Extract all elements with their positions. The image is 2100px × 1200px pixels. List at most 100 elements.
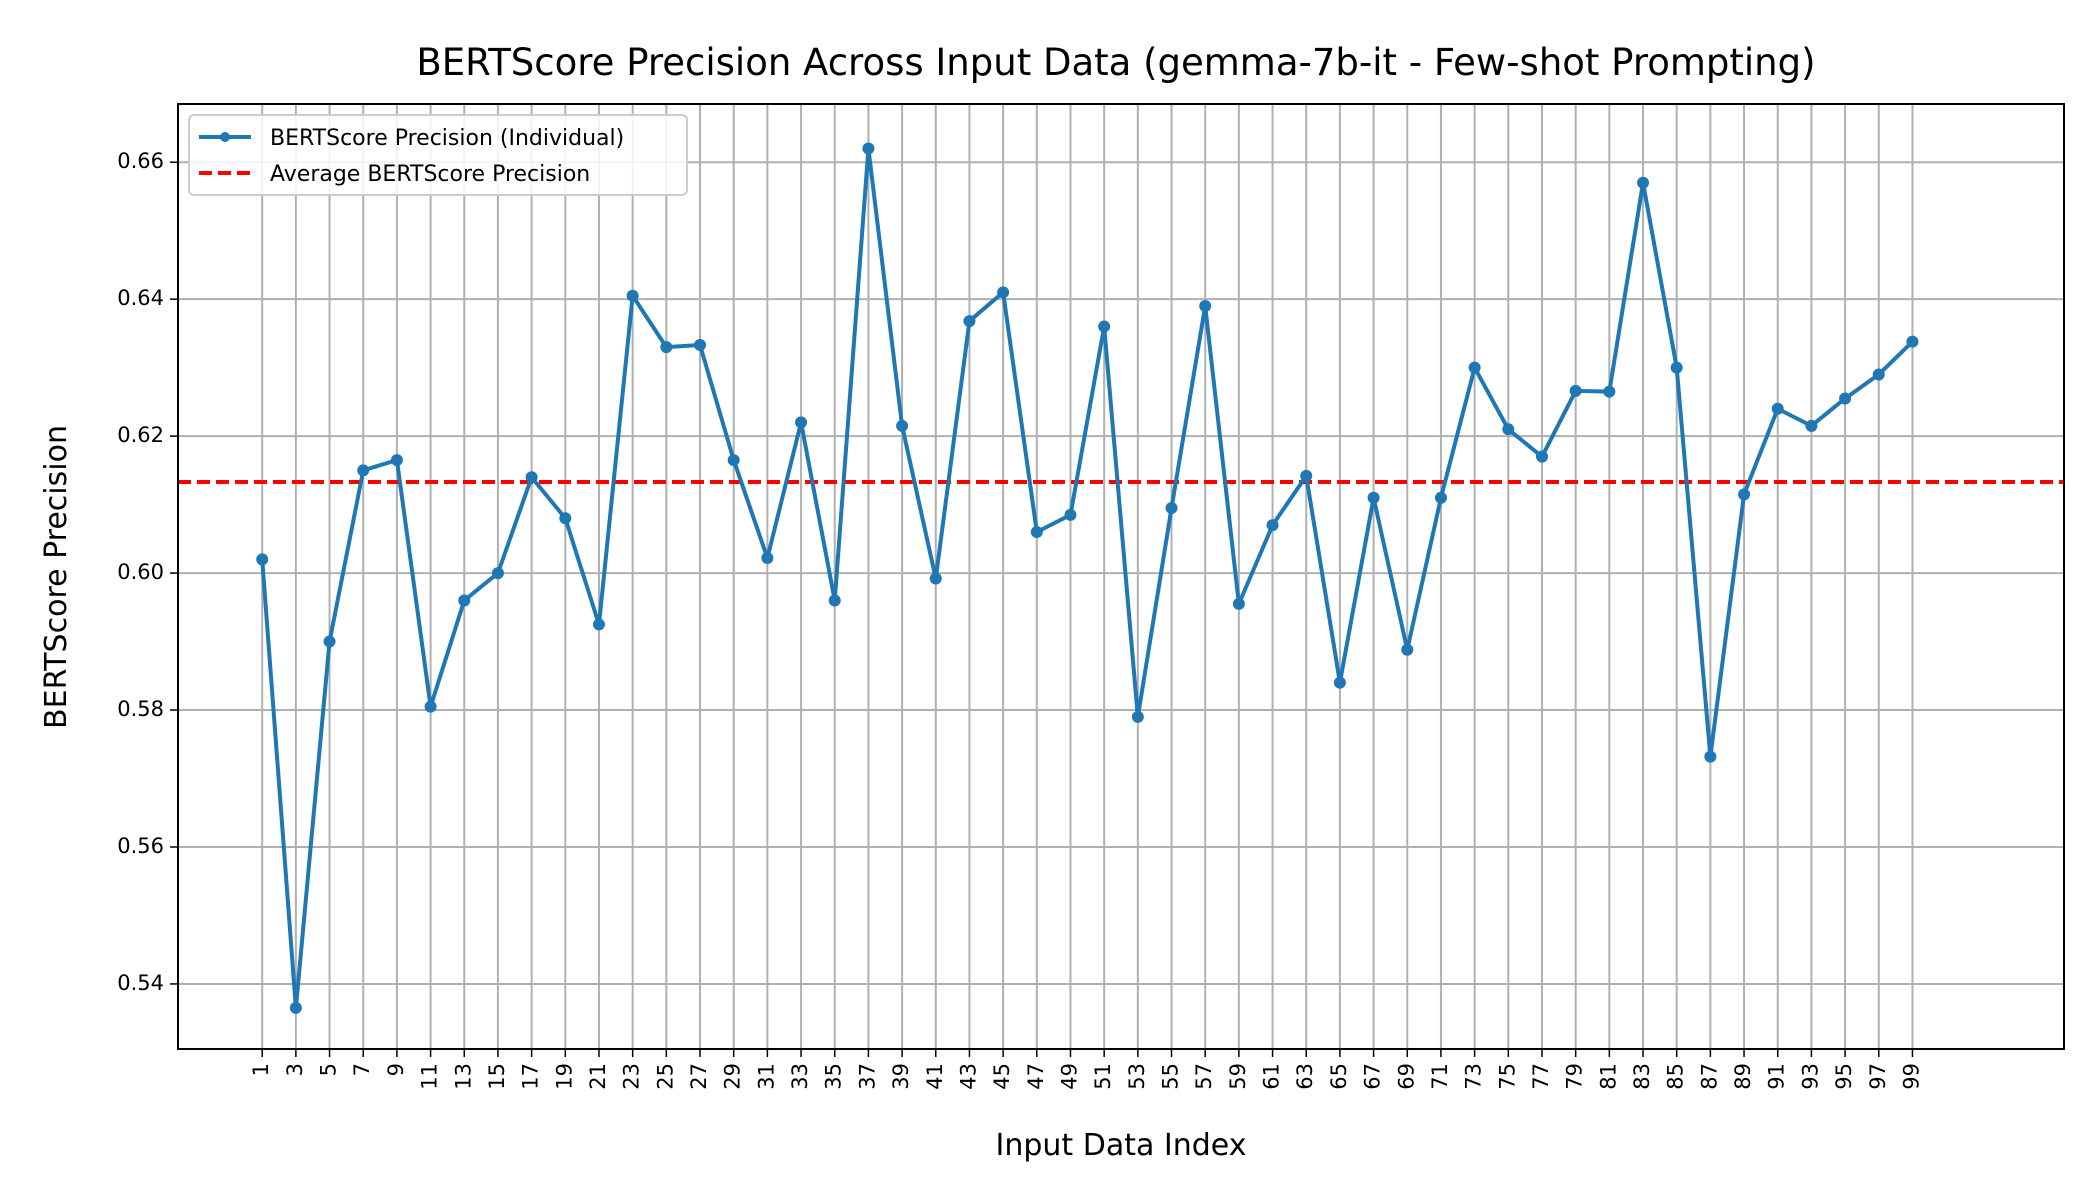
data-point <box>390 454 403 467</box>
x-tick-label: 21 <box>586 1063 610 1090</box>
x-tick-label: 25 <box>653 1063 677 1090</box>
x-tick-label: 5 <box>317 1063 341 1076</box>
x-tick-label: 83 <box>1630 1063 1654 1090</box>
x-tick-label: 59 <box>1226 1063 1250 1090</box>
x-tick-label: 63 <box>1293 1063 1317 1090</box>
x-tick-label: 49 <box>1057 1063 1081 1090</box>
legend-label-individual: BERTScore Precision (Individual) <box>270 126 624 151</box>
x-tick-label: 23 <box>620 1063 644 1090</box>
x-tick-label: 33 <box>788 1063 812 1090</box>
y-tick-label: 0.54 <box>117 971 164 995</box>
x-tick-label: 31 <box>754 1063 778 1090</box>
data-point <box>626 289 639 302</box>
data-point <box>1468 361 1481 374</box>
data-point <box>795 416 808 429</box>
y-tick-label: 0.58 <box>117 697 164 721</box>
x-tick-label: 95 <box>1832 1063 1856 1090</box>
plot-frame <box>177 103 2065 1050</box>
x-tick-label: 29 <box>721 1063 745 1090</box>
legend-marker-individual <box>220 132 230 142</box>
data-point <box>1603 385 1616 398</box>
data-point <box>1434 491 1447 504</box>
data-point <box>1266 519 1279 532</box>
data-point <box>491 567 504 580</box>
x-tick-label: 19 <box>552 1063 576 1090</box>
x-tick-label: 55 <box>1159 1063 1183 1090</box>
x-tick-label: 11 <box>418 1063 442 1090</box>
legend-box <box>188 114 688 196</box>
x-tick-label: 7 <box>350 1063 374 1076</box>
x-tick-label: 61 <box>1260 1063 1284 1090</box>
data-point <box>1199 300 1212 313</box>
x-tick-label: 15 <box>485 1063 509 1090</box>
y-tick-label: 0.56 <box>117 834 164 858</box>
series-layer <box>256 142 1919 1014</box>
data-point <box>323 635 336 648</box>
x-tick-label: 39 <box>889 1063 913 1090</box>
x-tick-label: 1 <box>249 1063 273 1076</box>
data-point <box>592 618 605 631</box>
x-tick-label: 77 <box>1529 1063 1553 1090</box>
x-tick-label: 89 <box>1731 1063 1755 1090</box>
x-tick-label: 35 <box>822 1063 846 1090</box>
legend-label-average: Average BERTScore Precision <box>270 162 590 187</box>
x-tick-label: 69 <box>1394 1063 1418 1090</box>
data-point <box>559 512 572 525</box>
data-point <box>525 471 538 484</box>
data-point <box>1771 402 1784 415</box>
x-tick-label: 71 <box>1428 1063 1452 1090</box>
data-point <box>963 315 976 328</box>
x-tick-label: 47 <box>1024 1063 1048 1090</box>
data-point <box>424 700 437 713</box>
data-point <box>1738 488 1751 501</box>
data-point <box>1872 368 1885 381</box>
y-tick-label: 0.66 <box>117 149 164 173</box>
x-tick-label: 81 <box>1596 1063 1620 1090</box>
x-tick-label: 41 <box>923 1063 947 1090</box>
x-tick-label: 85 <box>1664 1063 1688 1090</box>
data-point <box>1165 502 1178 515</box>
data-point <box>761 552 774 565</box>
x-tick-label: 75 <box>1495 1063 1519 1090</box>
x-tick-label: 73 <box>1462 1063 1486 1090</box>
x-tick-label: 45 <box>990 1063 1014 1090</box>
x-tick-label: 37 <box>855 1063 879 1090</box>
data-point <box>1569 384 1582 397</box>
x-axis-label: Input Data Index <box>996 1128 1247 1163</box>
data-point <box>1670 361 1683 374</box>
data-point <box>458 594 471 607</box>
y-axis-label: BERTScore Precision <box>39 425 74 729</box>
data-point <box>660 341 673 354</box>
data-point <box>1098 320 1111 333</box>
data-point <box>1704 750 1717 763</box>
x-tick-layer: 1 3 5 7 9 11 13 15 17 19 21 23 25 27 29 31 33 35 37 39 41 43 4… <box>249 1049 1923 1090</box>
data-point <box>997 286 1010 299</box>
data-point <box>727 454 740 467</box>
chart-title: BERTScore Precision Across Input Data (g… <box>416 41 1815 84</box>
x-tick-label: 43 <box>956 1063 980 1090</box>
x-tick-label: 51 <box>1091 1063 1115 1090</box>
y-tick-label: 0.60 <box>117 560 164 584</box>
y-tick-label: 0.62 <box>117 423 164 447</box>
x-tick-label: 3 <box>283 1063 307 1076</box>
y-tick-label: 0.64 <box>117 286 164 310</box>
x-tick-label: 87 <box>1697 1063 1721 1090</box>
data-point <box>694 339 707 352</box>
data-point <box>1300 469 1313 482</box>
data-point <box>1502 423 1515 436</box>
data-point <box>1064 508 1077 521</box>
data-point <box>1805 419 1818 432</box>
x-tick-label: 65 <box>1327 1063 1351 1090</box>
data-point <box>1333 676 1346 689</box>
x-tick-label: 79 <box>1563 1063 1587 1090</box>
data-point <box>1232 597 1245 610</box>
data-point <box>828 594 841 607</box>
data-point <box>896 419 909 432</box>
data-point <box>1401 643 1414 656</box>
data-point <box>256 553 269 566</box>
data-point <box>1839 392 1852 405</box>
x-tick-label: 99 <box>1899 1063 1923 1090</box>
x-tick-label: 13 <box>451 1063 475 1090</box>
x-tick-label: 53 <box>1125 1063 1149 1090</box>
